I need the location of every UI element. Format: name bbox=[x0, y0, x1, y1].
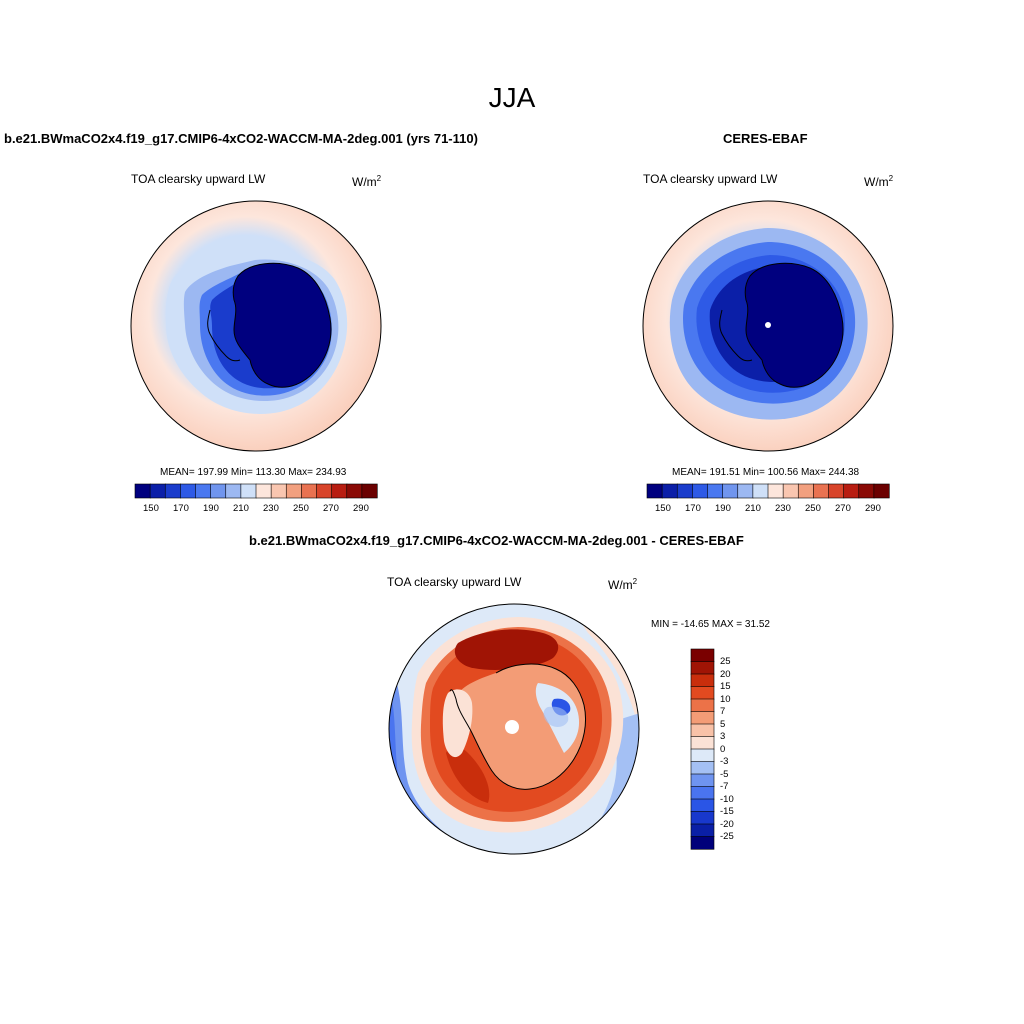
colorbar-swatch bbox=[676, 483, 693, 499]
colorbar-swatch bbox=[737, 483, 754, 499]
panel-units-diff: W/m2 bbox=[608, 577, 638, 592]
colorbar-tick: 5 bbox=[720, 719, 726, 730]
colorbar-swatch bbox=[843, 483, 860, 499]
stats-model: MEAN= 197.99 Min= 113.30 Max= 234.93 bbox=[160, 467, 347, 478]
colorbar-tick: 290 bbox=[865, 503, 881, 514]
colorbar-swatch bbox=[646, 483, 663, 499]
colorbar-tick: 10 bbox=[720, 694, 731, 705]
colorbar-swatch bbox=[828, 483, 845, 499]
colorbar-tick: 0 bbox=[720, 744, 726, 755]
panel-subtitle-obs: TOA clearsky upward LW bbox=[643, 172, 778, 186]
colorbar-swatch bbox=[195, 483, 212, 499]
panel-title-obs: CERES-EBAF bbox=[723, 131, 808, 146]
colorbar-tick: 210 bbox=[233, 503, 249, 514]
colorbar-swatch bbox=[149, 483, 166, 499]
colorbar-obs bbox=[646, 483, 890, 499]
colorbar-swatch bbox=[767, 483, 784, 499]
colorbar-swatch bbox=[690, 811, 715, 825]
colorbar-tick: 270 bbox=[323, 503, 339, 514]
colorbar-tick: -3 bbox=[720, 756, 729, 767]
colorbar-swatch bbox=[722, 483, 739, 499]
colorbar-swatch bbox=[301, 483, 318, 499]
colorbar-swatch bbox=[797, 483, 814, 499]
colorbar-swatch bbox=[690, 773, 715, 788]
colorbar-tick: 15 bbox=[720, 681, 731, 692]
colorbar-model bbox=[134, 483, 378, 499]
colorbar-swatch bbox=[134, 483, 151, 499]
colorbar-tick: -15 bbox=[720, 806, 734, 817]
colorbar-tick: 230 bbox=[775, 503, 791, 514]
colorbar-swatch bbox=[813, 483, 830, 499]
colorbar-swatch bbox=[873, 483, 890, 499]
colorbar-diff bbox=[690, 648, 715, 850]
panel-title-diff: b.e21.BWmaCO2x4.f19_g17.CMIP6-4xCO2-WACC… bbox=[249, 533, 744, 548]
colorbar-swatch bbox=[690, 748, 715, 763]
colorbar-swatch bbox=[782, 483, 799, 499]
colorbar-tick: 3 bbox=[720, 731, 726, 742]
colorbar-swatch bbox=[661, 483, 678, 499]
colorbar-swatch bbox=[225, 483, 242, 499]
panel-subtitle-diff: TOA clearsky upward LW bbox=[387, 575, 522, 589]
colorbar-swatch bbox=[690, 661, 715, 675]
season-title: JJA bbox=[488, 82, 536, 113]
colorbar-swatch bbox=[690, 698, 715, 713]
map-diff bbox=[388, 603, 640, 855]
colorbar-tick: 150 bbox=[655, 503, 671, 514]
colorbar-tick: 250 bbox=[293, 503, 309, 514]
colorbar-swatch bbox=[692, 483, 709, 499]
colorbar-swatch bbox=[690, 723, 715, 738]
colorbar-swatch bbox=[285, 483, 302, 499]
colorbar-swatch bbox=[346, 483, 363, 499]
colorbar-swatch bbox=[331, 483, 348, 499]
map-obs bbox=[642, 200, 894, 452]
colorbar-swatch bbox=[180, 483, 197, 499]
stats-diff: MIN = -14.65 MAX = 31.52 bbox=[651, 619, 770, 630]
colorbar-swatch bbox=[690, 836, 715, 850]
colorbar-tick: 250 bbox=[805, 503, 821, 514]
panel-subtitle-model: TOA clearsky upward LW bbox=[131, 172, 266, 186]
colorbar-tick: -20 bbox=[720, 819, 734, 830]
colorbar-tick: -25 bbox=[720, 831, 734, 842]
colorbar-swatch bbox=[361, 483, 378, 499]
colorbar-tick: 170 bbox=[685, 503, 701, 514]
colorbar-swatch bbox=[690, 648, 715, 663]
colorbar-swatch bbox=[690, 761, 715, 775]
colorbar-swatch bbox=[690, 711, 715, 725]
colorbar-swatch bbox=[690, 823, 715, 838]
colorbar-swatch bbox=[270, 483, 287, 499]
colorbar-swatch bbox=[164, 483, 181, 499]
colorbar-tick: -7 bbox=[720, 781, 729, 792]
colorbar-tick: -5 bbox=[720, 769, 729, 780]
colorbar-tick: 290 bbox=[353, 503, 369, 514]
panel-units-obs: W/m2 bbox=[864, 174, 894, 189]
colorbar-tick: 170 bbox=[173, 503, 189, 514]
stats-obs: MEAN= 191.51 Min= 100.56 Max= 244.38 bbox=[672, 467, 860, 478]
colorbar-swatch bbox=[707, 483, 724, 499]
panel-units-model: W/m2 bbox=[352, 174, 382, 189]
panel-title-model: b.e21.BWmaCO2x4.f19_g17.CMIP6-4xCO2-WACC… bbox=[4, 131, 478, 146]
colorbar-tick: 190 bbox=[203, 503, 219, 514]
colorbar-swatch bbox=[690, 798, 715, 813]
colorbar-tick: 20 bbox=[720, 669, 731, 680]
colorbar-swatch bbox=[690, 686, 715, 700]
colorbar-tick: 210 bbox=[745, 503, 761, 514]
colorbar-swatch bbox=[752, 483, 769, 499]
colorbar-swatch bbox=[316, 483, 333, 499]
colorbar-swatch bbox=[210, 483, 227, 499]
colorbar-swatch bbox=[255, 483, 272, 499]
colorbar-swatch bbox=[690, 673, 715, 688]
colorbar-swatch bbox=[690, 786, 715, 800]
colorbar-tick: 190 bbox=[715, 503, 731, 514]
colorbar-tick: 270 bbox=[835, 503, 851, 514]
colorbar-swatch bbox=[858, 483, 875, 499]
colorbar-tick: -10 bbox=[720, 794, 734, 805]
colorbar-swatch bbox=[240, 483, 257, 499]
colorbar-swatch bbox=[690, 736, 715, 750]
colorbar-tick: 25 bbox=[720, 656, 731, 667]
colorbar-tick: 150 bbox=[143, 503, 159, 514]
colorbar-tick: 230 bbox=[263, 503, 279, 514]
map-model bbox=[130, 200, 382, 452]
colorbar-tick: 7 bbox=[720, 706, 726, 717]
